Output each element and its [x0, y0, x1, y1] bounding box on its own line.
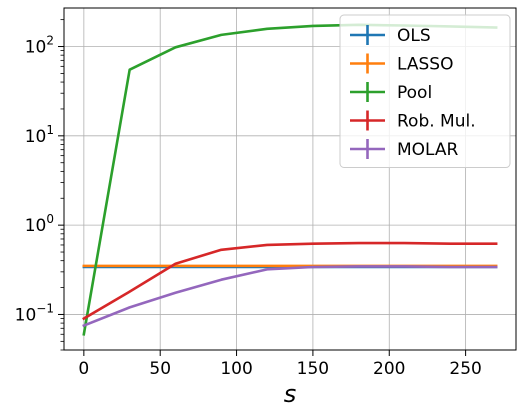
legend-label: Pool [397, 83, 432, 103]
legend-label: MOLAR [397, 140, 459, 160]
x-tick-label: 250 [449, 359, 481, 379]
legend: OLS LASSO Pool Rob. Mul. MOLAR [339, 14, 511, 168]
y-tick-label: 100 [25, 212, 54, 236]
legend-box [339, 14, 511, 168]
x-axis-label: s [284, 380, 297, 408]
x-tick-label: 200 [373, 359, 405, 379]
series-line-molar [82, 265, 498, 328]
legend-item-lasso: LASSO [350, 53, 453, 75]
y-tick-label: 101 [25, 123, 54, 147]
y-tick-label: 10−1 [15, 301, 54, 325]
legend-item-ols: OLS [350, 25, 431, 46]
legend-item-molar: MOLAR [350, 139, 459, 160]
legend-item-rob-mul: Rob. Mul. [350, 110, 476, 132]
x-tick-label: 150 [297, 359, 329, 379]
x-tick-label: 100 [220, 359, 252, 379]
legend-label: OLS [397, 26, 431, 46]
legend-label: LASSO [397, 55, 453, 75]
axis-ticks: 0 50 100 150 200 250 10−1 100 101 102 [15, 19, 482, 379]
x-tick-label: 50 [149, 359, 171, 379]
x-tick-label: 0 [78, 359, 89, 379]
series-line-rob-mul [82, 241, 498, 321]
y-tick-label: 102 [25, 34, 54, 58]
legend-item-pool: Pool [350, 82, 432, 103]
legend-label: Rob. Mul. [397, 112, 476, 132]
plot-frame [63, 7, 517, 351]
